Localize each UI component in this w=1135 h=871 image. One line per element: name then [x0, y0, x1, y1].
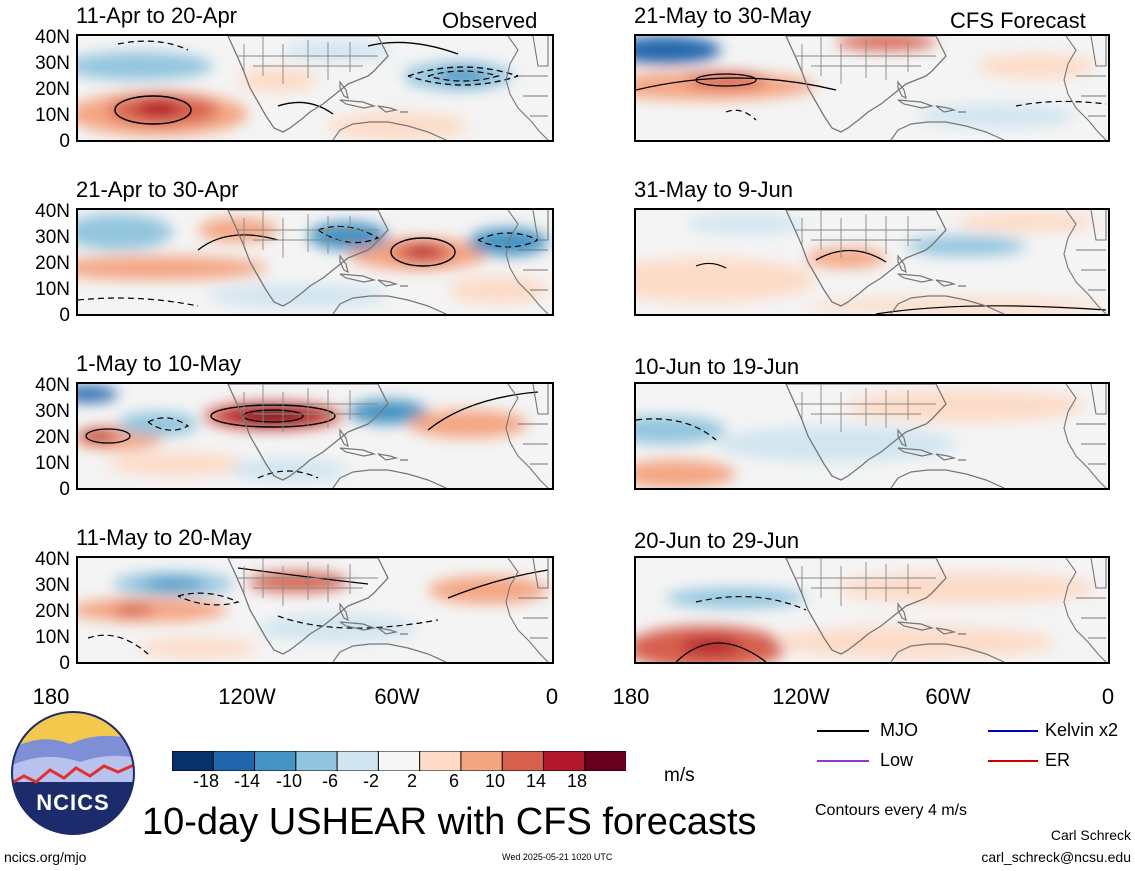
panel-title-observed-4: 11-May to 20-May	[76, 525, 252, 550]
footer-author: Carl Schreck	[1050, 827, 1131, 843]
colorbar-swatch	[377, 750, 421, 772]
lat-tick-label: 30N	[35, 227, 70, 248]
colorbar-units: m/s	[664, 765, 695, 786]
lat-tick-label: 40N	[35, 201, 70, 222]
lat-tick-label: 0	[59, 653, 70, 674]
colorbar-label: -10	[275, 771, 302, 791]
lon-tick-label: 180	[612, 684, 650, 709]
lat-tick-label: 10N	[35, 279, 70, 300]
lon-tick-label: 60W	[374, 684, 420, 709]
legend-label-low: Low	[880, 750, 914, 770]
colorbar-swatch	[295, 750, 339, 772]
map-forecast-1	[634, 34, 1110, 142]
lon-tick-label: 60W	[925, 684, 971, 709]
colorbar-swatch	[584, 750, 628, 772]
legend-line-mjo	[817, 730, 869, 732]
lat-tick-label: 20N	[35, 427, 70, 448]
footer-timestamp: Wed 2025-05-21 1020 UTC	[502, 852, 613, 862]
panel-title-forecast-4: 20-Jun to 29-Jun	[634, 528, 800, 553]
legend-line-low	[817, 760, 869, 762]
logo-text: NCICS	[36, 790, 110, 815]
lat-tick-label: 10N	[35, 105, 70, 126]
colorbar-swatch	[336, 750, 380, 772]
contour-note: Contours every 4 m/s	[815, 802, 968, 819]
panel-title-forecast-3: 10-Jun to 19-Jun	[634, 354, 800, 379]
observed-label: Observed	[442, 8, 538, 33]
lat-tick-label: 30N	[35, 401, 70, 422]
colorbar-swatch	[171, 750, 215, 772]
lon-tick-label: 120W	[772, 684, 830, 709]
map-observed-3	[76, 382, 554, 490]
colorbar-swatch	[460, 750, 504, 772]
colorbar-label: -6	[321, 771, 338, 791]
lat-tick-label: 20N	[35, 601, 70, 622]
panel-title-observed-1: 11-Apr to 20-Apr	[76, 3, 238, 28]
panel-title-forecast-2: 31-May to 9-Jun	[634, 177, 793, 202]
colorbar-label: -2	[362, 771, 379, 791]
lon-tick-label: 180	[32, 684, 70, 709]
colorbar-label: 2	[406, 771, 417, 791]
colorbar-label: 14	[525, 771, 547, 791]
lat-tick-label: 10N	[35, 627, 70, 648]
legend-label-er: ER	[1045, 750, 1071, 770]
panel-title-observed-2: 21-Apr to 30-Apr	[76, 177, 239, 202]
colorbar-swatch	[419, 750, 462, 772]
legend-label-mjo: MJO	[880, 720, 918, 740]
panel-title-observed-3: 1-May to 10-May	[76, 351, 242, 376]
map-forecast-4	[634, 556, 1110, 664]
panel-title-forecast-1: 21-May to 30-May	[634, 3, 812, 28]
lon-tick-label: 0	[1101, 684, 1115, 709]
map-observed-2	[76, 208, 554, 316]
legend-line-er	[988, 760, 1038, 762]
colorbar-label: 18	[566, 771, 588, 791]
lat-tick-label: 40N	[35, 375, 70, 396]
colorbar	[171, 750, 628, 772]
colorbar-label: 6	[448, 771, 459, 791]
colorbar-swatch	[212, 750, 256, 772]
legend-label-kelvin: Kelvin x2	[1045, 720, 1119, 740]
lat-tick-label: 0	[59, 479, 70, 500]
lon-tick-label: 120W	[218, 684, 276, 709]
colorbar-label: 10	[484, 771, 506, 791]
lat-tick-label: 0	[59, 305, 70, 326]
lat-tick-label: 20N	[35, 253, 70, 274]
colorbar-swatch	[501, 750, 545, 772]
lat-tick-label: 20N	[35, 79, 70, 100]
ncics-logo: NCICS	[10, 710, 136, 836]
colorbar-label: -14	[233, 771, 260, 791]
lat-tick-label: 30N	[35, 53, 70, 74]
map-observed-1	[76, 34, 554, 142]
map-forecast-3	[634, 382, 1110, 490]
colorbar-swatch	[542, 750, 586, 772]
lat-tick-label: 40N	[35, 27, 70, 48]
colorbar-label: -18	[192, 771, 219, 791]
lon-tick-label: 0	[545, 684, 559, 709]
map-forecast-2	[634, 208, 1110, 316]
footer-email: carl_schreck@ncsu.edu	[981, 849, 1131, 865]
lat-tick-label: 30N	[35, 575, 70, 596]
lat-tick-label: 0	[59, 131, 70, 152]
legend-line-kelvin	[988, 730, 1038, 732]
footer-url: ncics.org/mjo	[4, 849, 87, 865]
lat-tick-label: 10N	[35, 453, 70, 474]
lat-tick-label: 40N	[35, 549, 70, 570]
main-title: 10-day USHEAR with CFS forecasts	[142, 801, 757, 843]
colorbar-swatch	[254, 750, 297, 772]
map-observed-4	[76, 556, 554, 664]
cfs-forecast-label: CFS Forecast	[950, 8, 1086, 33]
